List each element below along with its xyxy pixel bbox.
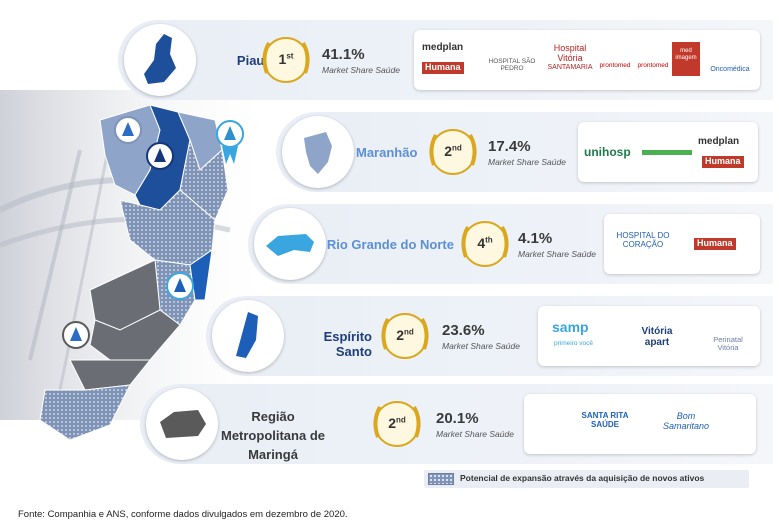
market-share: 17.4% Market Share Saúde [488, 138, 566, 167]
brand-logo: unihosp [584, 145, 631, 159]
rank-medal-icon: 2nd [374, 305, 436, 367]
market-share: 23.6% Market Share Saúde [442, 322, 520, 351]
state-thumbnail [282, 116, 354, 188]
market-share: 41.1% Market Share Saúde [322, 46, 400, 75]
brand-logo: SANTA RITA SAÚDE [581, 411, 629, 429]
market-share-label: Market Share Saúde [518, 249, 596, 259]
market-share-label: Market Share Saúde [436, 429, 514, 439]
brand-logo: prontomed [637, 62, 669, 69]
market-share-label: Market Share Saúde [442, 341, 520, 351]
brand-logo: prontomed [599, 62, 631, 69]
brand-logo: medplan [698, 136, 740, 147]
brand-logo: Hospital Vitória [553, 43, 587, 63]
brand-logo: Oncomédica [710, 66, 750, 73]
source-note: Fonte: Companhia e ANS, conforme dados d… [18, 509, 348, 520]
region-name: Região Metropolitana de Maringá [220, 409, 325, 462]
brazil-map [0, 90, 280, 441]
map-pin-icon [146, 142, 174, 170]
region-name: Maranhão [356, 145, 418, 160]
state-thumbnail [212, 300, 284, 372]
market-share-value: 20.1% [436, 410, 479, 427]
brand-logos: HOSPITAL DO CORAÇÃO Humana [604, 214, 760, 274]
map-pin-icon [62, 321, 90, 349]
region-row-maranhao: Maranhão 2nd 17.4% Market Share Saúde un… [276, 112, 773, 192]
brand-logo: med imagem [672, 42, 700, 76]
brand-logo: Humana [694, 238, 736, 250]
market-share-label: Market Share Saúde [322, 65, 400, 75]
region-row-piaui: Piauí 1st 41.1% Market Share Saúde medpl… [118, 20, 773, 100]
market-share-value: 23.6% [442, 322, 485, 339]
legend-text: Potencial de expansão através da aquisiç… [460, 473, 705, 483]
map-pin-icon [114, 116, 142, 144]
market-share: 20.1% Market Share Saúde [436, 410, 514, 439]
rank-label: 2nd [444, 143, 462, 159]
market-share-label: Market Share Saúde [488, 157, 566, 167]
brand-logo: primeiro você [554, 340, 594, 347]
brand-logo: SANTAMARIA [547, 64, 593, 71]
region-row-espirito-santo: Espírito Santo 2nd 23.6% Market Share Sa… [206, 296, 773, 376]
brand-logo: Humana [422, 62, 464, 74]
brand-logo: HOSPITAL DO CORAÇÃO [616, 231, 670, 249]
brand-logo: HOSPITAL SÃO PEDRO [488, 58, 536, 73]
legend-swatch [428, 473, 454, 485]
region-name: Espírito Santo [323, 329, 372, 359]
map-legend: Potencial de expansão através da aquisiç… [424, 470, 749, 488]
state-thumbnail [254, 208, 326, 280]
rank-label: 4th [477, 235, 493, 251]
brand-logos: SANTA RITA SAÚDE Bom Samaritano [524, 394, 756, 454]
brand-logos: unihosp medplan Humana [578, 122, 758, 182]
rank-medal-icon: 4th [454, 213, 516, 275]
brand-logos: medplan Humana HOSPITAL SÃO PEDRO Hospit… [414, 30, 760, 90]
state-thumbnail [124, 24, 196, 96]
map-pin-icon [166, 272, 194, 300]
brand-logo: medplan [422, 42, 464, 53]
brand-stripe [642, 150, 692, 155]
rank-medal-icon: 1st [255, 29, 317, 91]
state-thumbnail [146, 388, 218, 460]
map-pin-icon [216, 120, 244, 164]
region-name: Rio Grande do Norte [326, 237, 454, 252]
brand-logos: samp primeiro você Vitória apart Perinat… [538, 306, 760, 366]
brand-logo: samp [552, 319, 589, 335]
parana-state [69, 359, 152, 391]
region-row-rio-grande-do-norte: Rio Grande do Norte 4th 4.1% Market Shar… [248, 204, 773, 284]
region-row-maringa: Região Metropolitana de Maringá 2nd 20.1… [140, 384, 773, 464]
brand-logo: Vitória apart [641, 326, 673, 348]
brand-logo: Humana [702, 156, 744, 168]
rank-label: 2nd [396, 327, 414, 343]
brand-logo: Perinatal Vitória [713, 335, 743, 353]
market-share-value: 41.1% [322, 46, 365, 63]
rank-label: 2nd [388, 415, 406, 431]
rank-medal-icon: 2nd [422, 121, 484, 183]
market-share-value: 4.1% [518, 230, 553, 247]
region-name: Piauí [236, 53, 268, 68]
brand-logo: Bom Samaritano [662, 411, 710, 431]
market-share: 4.1% Market Share Saúde [518, 230, 596, 259]
rank-label: 1st [278, 51, 294, 67]
market-share-value: 17.4% [488, 138, 531, 155]
rank-medal-icon: 2nd [366, 393, 428, 455]
